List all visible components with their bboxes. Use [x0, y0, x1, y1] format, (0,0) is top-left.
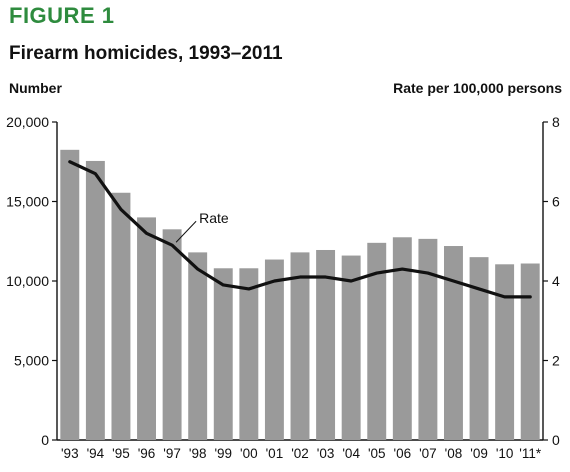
- y-left-tick-label: 10,000: [6, 273, 49, 289]
- bar: [264, 259, 284, 440]
- bar: [495, 264, 515, 440]
- y-left-tick-label: 0: [41, 432, 49, 448]
- x-tick-label: '09: [470, 446, 488, 461]
- y-right-tick-label: 6: [552, 194, 560, 210]
- y-left-tick-label: 20,000: [6, 114, 49, 130]
- y-right-tick-label: 8: [552, 114, 560, 130]
- bar: [137, 217, 156, 440]
- bar: [290, 252, 310, 440]
- bar: [188, 252, 208, 440]
- bar: [341, 255, 361, 440]
- rate-annotation-leader: [175, 220, 197, 243]
- y-left-tick-label: 15,000: [6, 194, 49, 210]
- x-tick-label: '99: [214, 446, 232, 461]
- bar: [60, 149, 80, 440]
- x-tick-label: '05: [368, 446, 386, 461]
- y-left-tick-label: 5,000: [14, 353, 49, 369]
- bar: [162, 229, 182, 440]
- x-tick-label: '95: [112, 446, 130, 461]
- x-tick-label: '08: [445, 446, 463, 461]
- bar: [316, 249, 336, 440]
- y-right-tick-label: 2: [552, 353, 560, 369]
- bar: [444, 246, 463, 440]
- bar: [418, 238, 438, 440]
- x-tick-label: '06: [394, 446, 412, 461]
- bar: [469, 257, 489, 440]
- y-right-tick-label: 0: [552, 432, 560, 448]
- figure-label: FIGURE 1: [9, 3, 115, 28]
- y-right-tick-label: 4: [552, 273, 560, 289]
- chart-title: Firearm homicides, 1993–2011: [9, 43, 283, 64]
- y-axis-right-title: Rate per 100,000 persons: [393, 80, 562, 96]
- bar: [111, 192, 131, 440]
- x-tick-label: '04: [342, 446, 360, 461]
- bar: [239, 268, 259, 440]
- y-axis-left-title: Number: [9, 80, 62, 96]
- x-tick-label: '00: [240, 446, 258, 461]
- bar: [213, 268, 233, 440]
- x-tick-label: '03: [317, 446, 335, 461]
- x-tick-label: '97: [163, 446, 181, 461]
- rate-line: [68, 160, 532, 299]
- x-tick-label: '10: [496, 446, 514, 461]
- bar: [85, 160, 105, 440]
- x-tick-label: '01: [266, 446, 284, 461]
- x-tick-label: '07: [419, 446, 437, 461]
- x-tick-label: '96: [138, 446, 156, 461]
- bar: [520, 263, 540, 440]
- x-tick-label: '11*: [519, 446, 542, 461]
- x-tick-label: '02: [291, 446, 309, 461]
- x-tick-label: '98: [189, 446, 207, 461]
- bar: [367, 242, 387, 440]
- x-tick-label: '94: [87, 446, 105, 461]
- x-tick-label: '93: [61, 446, 79, 461]
- rate-annotation-label: Rate: [199, 210, 229, 226]
- bar: [392, 237, 412, 440]
